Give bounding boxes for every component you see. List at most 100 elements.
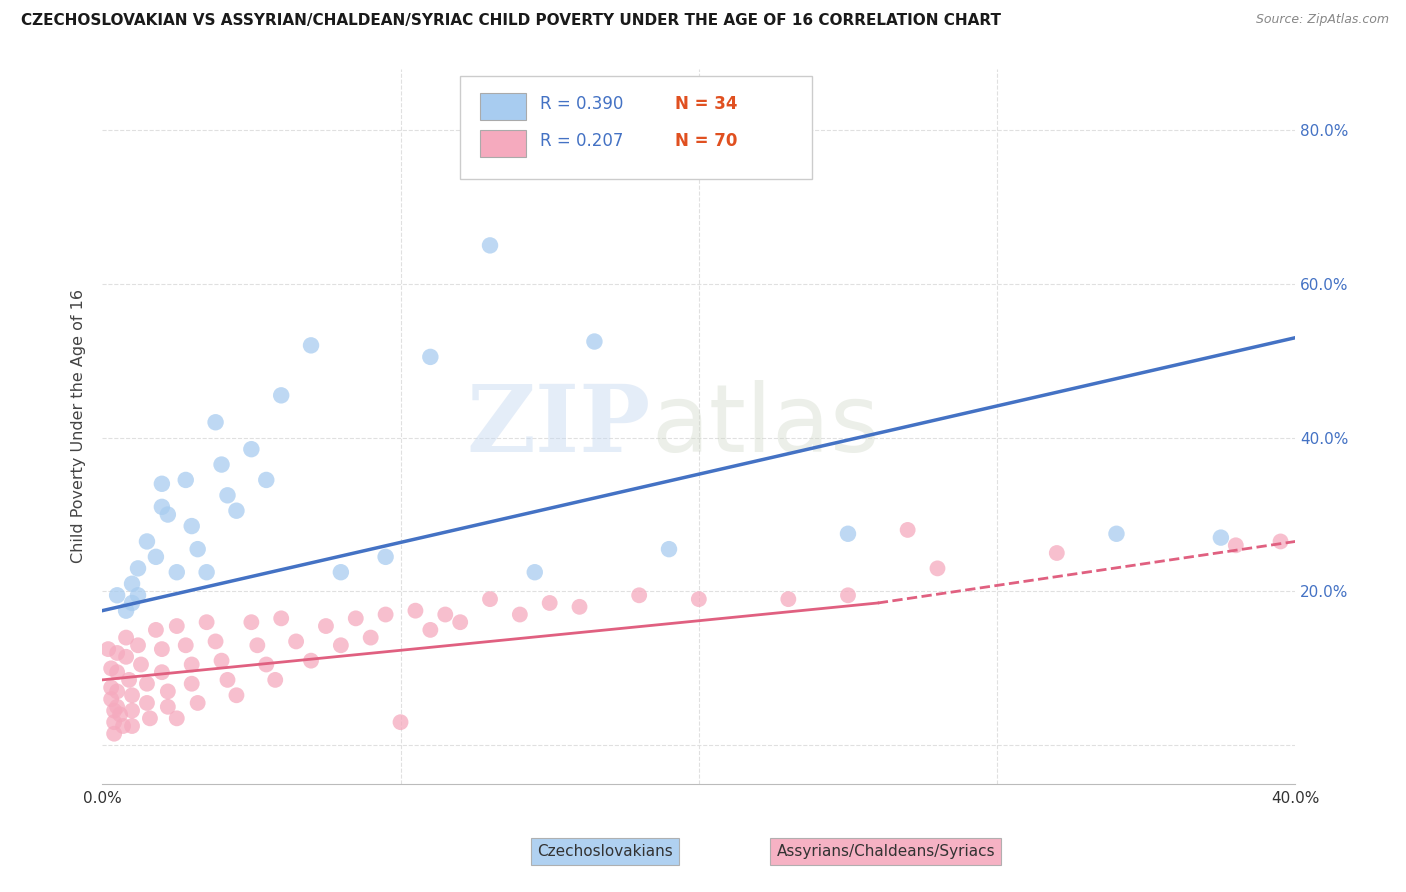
Point	[97, 642, 120, 657]
Point	[246, 638, 269, 652]
Point	[329, 566, 352, 580]
Point	[419, 623, 441, 637]
Point	[240, 615, 263, 630]
Point	[121, 704, 143, 718]
Point	[136, 677, 159, 691]
Point	[187, 542, 209, 557]
Point	[299, 338, 322, 352]
Point	[195, 615, 218, 630]
Point	[105, 646, 128, 660]
Point	[150, 665, 173, 680]
Point	[837, 588, 859, 602]
Text: N = 34: N = 34	[675, 95, 738, 112]
Point	[897, 523, 920, 537]
Point	[150, 642, 173, 657]
Point	[103, 704, 125, 718]
Point	[927, 561, 949, 575]
Point	[127, 638, 149, 652]
Point	[174, 638, 197, 652]
Point	[204, 415, 226, 429]
Point	[187, 696, 209, 710]
FancyBboxPatch shape	[460, 76, 813, 179]
Point	[115, 604, 138, 618]
Text: Source: ZipAtlas.com: Source: ZipAtlas.com	[1256, 13, 1389, 27]
Point	[121, 596, 143, 610]
Point	[479, 592, 502, 607]
Point	[374, 549, 396, 564]
Point	[204, 634, 226, 648]
Point	[121, 688, 143, 702]
Point	[136, 696, 159, 710]
Point	[105, 588, 128, 602]
Point	[270, 611, 292, 625]
Text: CZECHOSLOVAKIAN VS ASSYRIAN/CHALDEAN/SYRIAC CHILD POVERTY UNDER THE AGE OF 16 CO: CZECHOSLOVAKIAN VS ASSYRIAN/CHALDEAN/SYR…	[21, 13, 1001, 29]
Text: R = 0.390: R = 0.390	[540, 95, 623, 112]
Point	[837, 526, 859, 541]
Point	[240, 442, 263, 457]
Point	[315, 619, 337, 633]
Point	[538, 596, 561, 610]
Point	[1270, 534, 1292, 549]
Point	[299, 654, 322, 668]
Point	[115, 649, 138, 664]
Point	[254, 473, 277, 487]
Point	[329, 638, 352, 652]
Point	[479, 238, 502, 252]
Point	[688, 592, 710, 607]
Point	[180, 657, 202, 672]
Point	[225, 688, 247, 702]
Point	[404, 604, 426, 618]
Point	[270, 388, 292, 402]
Point	[156, 508, 179, 522]
Point	[225, 504, 247, 518]
Point	[150, 500, 173, 514]
Point	[100, 692, 122, 706]
Point	[523, 566, 546, 580]
Point	[105, 665, 128, 680]
Point	[115, 631, 138, 645]
Point	[389, 715, 412, 730]
Point	[195, 566, 218, 580]
Point	[127, 588, 149, 602]
Point	[217, 488, 239, 502]
Text: N = 70: N = 70	[675, 132, 737, 150]
Text: Assyrians/Chaldeans/Syriacs: Assyrians/Chaldeans/Syriacs	[776, 845, 995, 859]
FancyBboxPatch shape	[481, 130, 526, 157]
Point	[217, 673, 239, 687]
Point	[103, 727, 125, 741]
Point	[285, 634, 308, 648]
Point	[1105, 526, 1128, 541]
Point	[419, 350, 441, 364]
Point	[145, 549, 167, 564]
Text: atlas: atlas	[651, 380, 879, 472]
Point	[105, 699, 128, 714]
Point	[156, 684, 179, 698]
Point	[129, 657, 152, 672]
Point	[583, 334, 606, 349]
Point	[103, 715, 125, 730]
Point	[658, 542, 681, 557]
Y-axis label: Child Poverty Under the Age of 16: Child Poverty Under the Age of 16	[72, 289, 86, 563]
Point	[264, 673, 287, 687]
Point	[1225, 538, 1247, 552]
Point	[100, 681, 122, 695]
Point	[121, 719, 143, 733]
Point	[509, 607, 531, 622]
Point	[434, 607, 457, 622]
Point	[1209, 531, 1232, 545]
Point	[118, 673, 141, 687]
Point	[166, 711, 188, 725]
Point	[1046, 546, 1069, 560]
Point	[156, 699, 179, 714]
Point	[112, 719, 135, 733]
Point	[100, 661, 122, 675]
Point	[166, 619, 188, 633]
Point	[166, 566, 188, 580]
Point	[360, 631, 382, 645]
Point	[180, 677, 202, 691]
FancyBboxPatch shape	[481, 93, 526, 120]
Point	[211, 654, 233, 668]
Point	[105, 684, 128, 698]
Point	[449, 615, 471, 630]
Text: R = 0.207: R = 0.207	[540, 132, 623, 150]
